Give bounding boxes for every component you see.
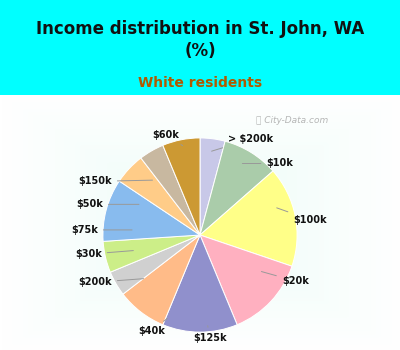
Wedge shape bbox=[119, 158, 200, 235]
Text: $40k: $40k bbox=[138, 318, 167, 336]
Text: > $200k: > $200k bbox=[212, 134, 273, 151]
Wedge shape bbox=[103, 235, 200, 272]
Wedge shape bbox=[200, 141, 273, 235]
Text: $200k: $200k bbox=[78, 277, 144, 287]
Wedge shape bbox=[163, 235, 237, 332]
Text: $20k: $20k bbox=[262, 272, 309, 286]
Text: $125k: $125k bbox=[194, 326, 227, 343]
Text: ⓘ City-Data.com: ⓘ City-Data.com bbox=[256, 116, 328, 125]
Text: $150k: $150k bbox=[78, 176, 152, 186]
Text: Income distribution in St. John, WA
(%): Income distribution in St. John, WA (%) bbox=[36, 20, 364, 60]
Wedge shape bbox=[103, 181, 200, 242]
Text: $50k: $50k bbox=[76, 199, 139, 209]
Wedge shape bbox=[200, 138, 225, 235]
Text: $75k: $75k bbox=[71, 225, 132, 235]
Text: $100k: $100k bbox=[277, 208, 327, 225]
Wedge shape bbox=[200, 171, 297, 266]
Wedge shape bbox=[163, 138, 200, 235]
Text: $10k: $10k bbox=[242, 159, 293, 168]
Text: $60k: $60k bbox=[152, 131, 183, 146]
Text: White residents: White residents bbox=[138, 76, 262, 90]
Wedge shape bbox=[141, 145, 200, 235]
Wedge shape bbox=[110, 235, 200, 294]
Text: $30k: $30k bbox=[75, 249, 133, 259]
Wedge shape bbox=[200, 235, 292, 325]
Wedge shape bbox=[123, 235, 200, 325]
